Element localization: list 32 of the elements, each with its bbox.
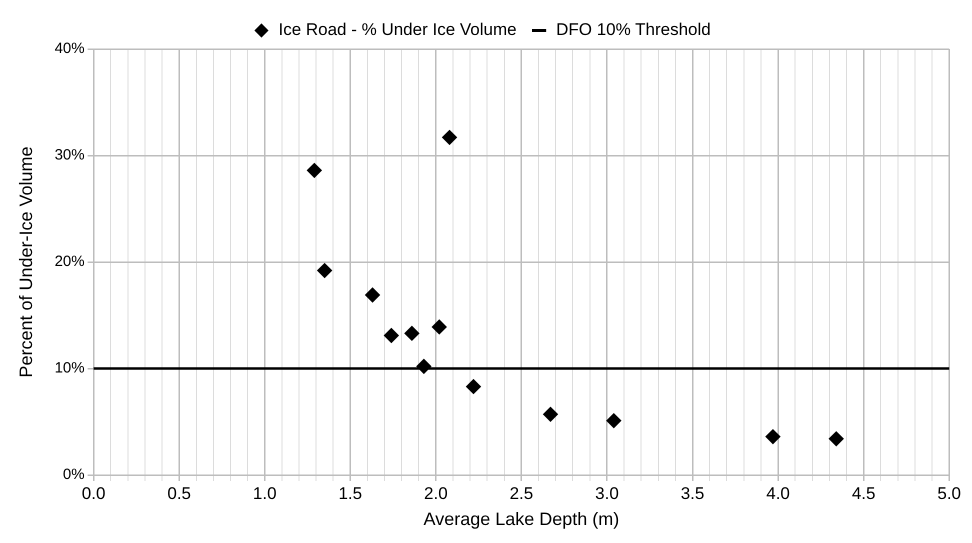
x-tick-label: 1.0 <box>252 484 277 503</box>
y-tick-label: 30% <box>54 146 85 164</box>
legend-label: DFO 10% Threshold <box>556 20 711 40</box>
y-axis-title: Percent of Under-Ice Volume <box>16 146 36 378</box>
x-tick-label: 0.5 <box>167 484 191 503</box>
point <box>317 263 332 278</box>
point <box>606 413 622 428</box>
x-tick-label: 3.0 <box>595 484 619 503</box>
point <box>384 328 399 343</box>
x-tick-label: 4.5 <box>852 484 876 503</box>
legend-label: Ice Road - % Under Ice Volume <box>278 20 517 40</box>
x-tick-label: 1.5 <box>338 484 362 503</box>
point <box>306 162 322 178</box>
x-tick-label: 2.0 <box>424 484 448 503</box>
x-tick-label: 3.5 <box>680 484 704 503</box>
point <box>542 406 558 422</box>
y-tick-label: 20% <box>54 253 85 270</box>
y-tick-label: 0% <box>62 466 85 484</box>
point <box>828 431 844 446</box>
x-tick-label: 2.5 <box>510 484 534 503</box>
x-tick-label: 5.0 <box>937 484 962 503</box>
point <box>442 130 458 145</box>
y-tick-label: 40% <box>54 40 85 58</box>
point <box>432 319 447 334</box>
y-tick-label: 10% <box>54 360 85 377</box>
x-tick-label: 4.0 <box>766 484 790 503</box>
point <box>765 429 780 444</box>
point <box>466 379 481 394</box>
x-tick-label: 0.0 <box>82 484 106 503</box>
x-axis-title: Average Lake Depth (m) <box>424 509 620 530</box>
point <box>365 288 380 303</box>
point <box>404 326 420 341</box>
